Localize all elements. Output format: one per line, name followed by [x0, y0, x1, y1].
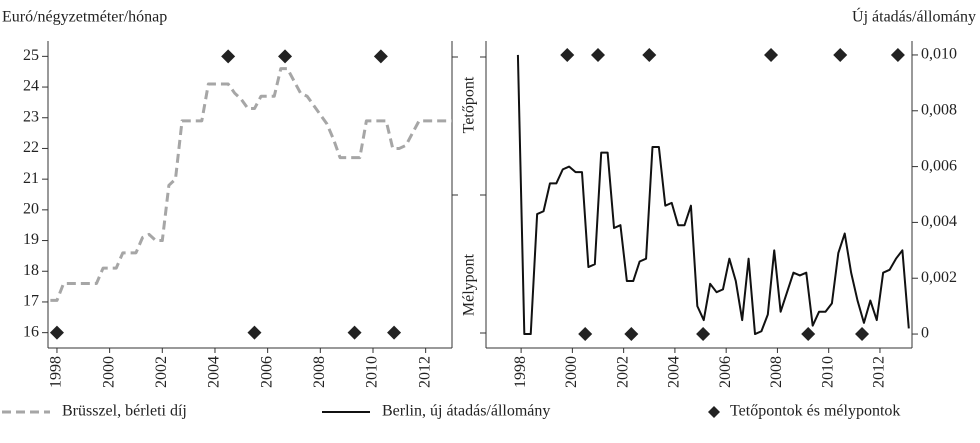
marker	[578, 327, 593, 342]
data-line	[50, 67, 452, 302]
legend-label: Brüsszel, bérleti díj	[62, 403, 187, 420]
legend-label: Berlin, új átadás/állomány	[382, 403, 550, 420]
marker	[278, 49, 293, 64]
y-tick-label: 21	[23, 170, 39, 187]
x-tick-label: 2012	[416, 356, 433, 388]
y-tick-label: 18	[23, 262, 39, 279]
y-tick-label: 19	[23, 231, 39, 248]
x-tick-label: 2000	[563, 356, 580, 388]
y-tick-label: 24	[23, 78, 39, 95]
x-tick-label: 2000	[100, 356, 117, 388]
marker	[833, 47, 848, 62]
marker	[247, 325, 262, 340]
legend-label: Tetőpontok és mélypontok	[730, 403, 900, 420]
y-tick-label: 0	[921, 325, 929, 342]
x-tick-label: 2006	[717, 356, 734, 388]
annotation: Mélypont	[461, 253, 478, 316]
x-tick-label: 2008	[768, 356, 785, 388]
marker	[764, 47, 779, 62]
marker	[221, 49, 236, 64]
y-tick-label: 0,002	[921, 269, 957, 286]
y-tick-label: 16	[23, 323, 39, 340]
marker	[591, 47, 606, 62]
x-tick-label: 2012	[871, 356, 888, 388]
y2-axis-title: Új átadás/állomány	[852, 7, 976, 26]
x-tick-label: 2006	[258, 356, 275, 388]
y-tick-label: 22	[23, 139, 39, 156]
y-tick-label: 0,006	[921, 157, 957, 174]
x-tick-label: 2004	[206, 356, 223, 388]
x-tick-label: 1998	[48, 356, 65, 388]
x-tick-label: 2002	[614, 356, 631, 388]
y-tick-label: 20	[23, 201, 39, 218]
y-axis-title: Euró/négyzetméter/hónap	[2, 9, 167, 26]
x-tick-label: 2010	[819, 356, 836, 388]
marker	[560, 47, 575, 62]
marker	[624, 327, 639, 342]
marker	[855, 327, 870, 342]
x-tick-label: 2008	[311, 356, 328, 388]
marker	[801, 327, 816, 342]
marker	[373, 49, 388, 64]
y-tick-label: 0,008	[921, 101, 957, 118]
x-tick-label: 1998	[512, 356, 529, 388]
y-tick-label: 23	[23, 108, 39, 125]
y-tick-label: 25	[23, 47, 39, 64]
marker	[49, 325, 64, 340]
data-line	[516, 54, 910, 336]
marker	[387, 325, 402, 340]
x-tick-label: 2010	[364, 356, 381, 388]
marker	[696, 327, 711, 342]
annotation: Tetőpont	[461, 76, 478, 133]
y-tick-label: 17	[23, 293, 39, 310]
marker	[642, 47, 657, 62]
y-tick-label: 0,010	[921, 46, 957, 63]
legend-swatch	[708, 406, 720, 418]
marker	[890, 47, 905, 62]
y-tick-label: 0,004	[921, 213, 957, 230]
x-tick-label: 2002	[153, 356, 170, 388]
x-tick-label: 2004	[666, 356, 683, 388]
marker	[347, 325, 362, 340]
